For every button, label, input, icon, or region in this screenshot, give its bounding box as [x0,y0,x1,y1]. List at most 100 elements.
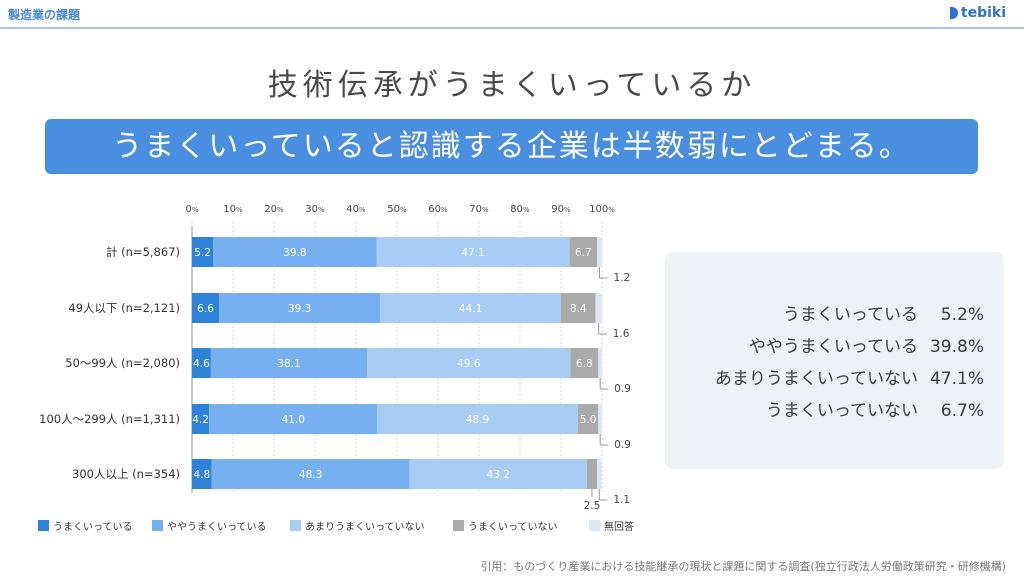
x-tick-label: 80% [510,204,530,215]
bar-segment [569,237,598,267]
summary-label: うまくいっていない [765,401,918,421]
x-tick-label: 90% [551,204,571,215]
bar-segment [597,237,602,267]
data-label: 48.9 [466,414,489,426]
x-tick-label: 70% [469,204,489,215]
top-bar: 製造業の課題 tebiki [0,0,1024,28]
summary-value: 5.2% [940,305,984,325]
bar-segment [561,293,596,323]
bar-segment [192,459,212,489]
summary-value: 39.8% [929,337,984,357]
brand-mark-icon [949,7,958,19]
bar-segment [377,404,578,434]
bar-segment [213,237,377,267]
data-label: 4.2 [192,414,209,426]
x-tick-label: 0% [185,204,198,215]
data-label: 4.6 [193,358,210,370]
legend-swatch [152,520,163,531]
summary-row: あまりうまくいっていない 47.1% [715,364,984,389]
bar-segment [380,293,561,323]
legend-label: あまりうまくいっていない [305,521,425,533]
data-label: 44.1 [459,303,482,315]
data-label: 0.9 [614,439,631,451]
data-label: 48.3 [299,469,322,481]
bar-segment [192,237,214,267]
data-label: 47.1 [461,247,484,259]
section-title: 製造業の課題 [8,8,81,22]
x-tick-label: 40% [346,204,366,215]
bar-segment [210,348,368,378]
summary-label: うまくいっている [782,305,918,325]
data-label: 38.1 [277,358,300,370]
summary-value: 6.7% [940,401,984,421]
legend-swatch [38,520,49,531]
bar-segment [597,459,602,489]
data-label: 6.8 [576,358,593,370]
data-label: 2.5 [584,500,601,512]
bar-segment [192,348,211,378]
legend-swatch [453,520,464,531]
x-tick-label: 60% [428,204,448,215]
category-label: 100人〜299人 (n=1,311) [39,412,180,426]
bar-segment [598,404,602,434]
x-tick-label: 20% [264,204,284,215]
legend-label: 無回答 [604,520,634,533]
bar-segment [598,348,602,378]
legend-label: ややうまくいっている [167,521,267,533]
bar-segment [376,237,570,267]
data-label: 49.6 [457,358,481,370]
data-label: 43.2 [487,469,510,481]
summary-row: うまくいっていない 6.7% [766,396,984,421]
data-label: 6.6 [197,303,214,315]
x-tick-label: 50% [387,204,407,215]
summary-box: うまくいっている 5.2% ややうまくいっている 39.8% あまりうまくいっていな… [665,252,1004,469]
x-tick-label: 30% [305,204,325,215]
data-label: 1.1 [613,494,630,506]
header-divider [0,27,1024,29]
summary-label: ややうまくいっている [748,337,918,357]
bar-segment [586,459,598,489]
legend-label: うまくいっている [53,521,133,533]
x-tick-label: 10% [223,204,243,215]
summary-value: 47.1% [929,369,984,389]
page-title: 技術伝承がうまくいっているか [267,68,757,103]
data-label: 1.2 [614,272,631,284]
bar-segment [219,293,381,323]
category-label: 49人以下 (n=2,121) [68,301,180,315]
data-label: 8.4 [570,303,587,315]
category-label: 50〜99人 (n=2,080) [65,356,180,370]
bar-segment [192,404,210,434]
bar-segment [409,459,587,489]
bar-segment [570,348,599,378]
x-tick-label: 100% [589,204,615,215]
category-label: 計 (n=5,867) [106,245,180,259]
summary-row: うまくいっている 5.2% [783,300,984,325]
bar-segment [595,293,602,323]
bar-segment [367,348,571,378]
legend-label: うまくいっていない [468,521,558,533]
bar-segment [211,459,410,489]
data-label: 0.9 [614,383,631,395]
headline-text: うまくいっていると認識する企業は半数弱にとどまる。 [112,129,911,164]
bar-segment [192,293,220,323]
data-label: 39.8 [283,247,306,259]
data-label: 5.0 [580,414,597,426]
data-label: 1.6 [613,328,630,340]
data-label: 4.8 [193,469,210,481]
data-label: 41.0 [282,414,305,426]
summary-label: あまりうまくいっていない [714,369,918,389]
brand-logo: tebiki [949,5,1006,21]
brand-name: tebiki [960,5,1006,21]
bar-segment [577,404,599,434]
legend-swatch [290,520,301,531]
citation: 引用：ものづくり産業における技能継承の現状と課題に関する調査(独立行政法人労働政… [480,560,1006,573]
summary-row: ややうまくいっている 39.8% [749,332,984,357]
legend-swatch [589,520,600,531]
bar-segment [209,404,378,434]
data-label: 5.2 [194,247,211,259]
headline-banner: うまくいっていると認識する企業は半数弱にとどまる。 [45,119,978,174]
data-label: 6.7 [575,247,592,259]
category-label: 300人以上 (n=354) [72,467,180,481]
data-label: 39.3 [288,303,311,315]
